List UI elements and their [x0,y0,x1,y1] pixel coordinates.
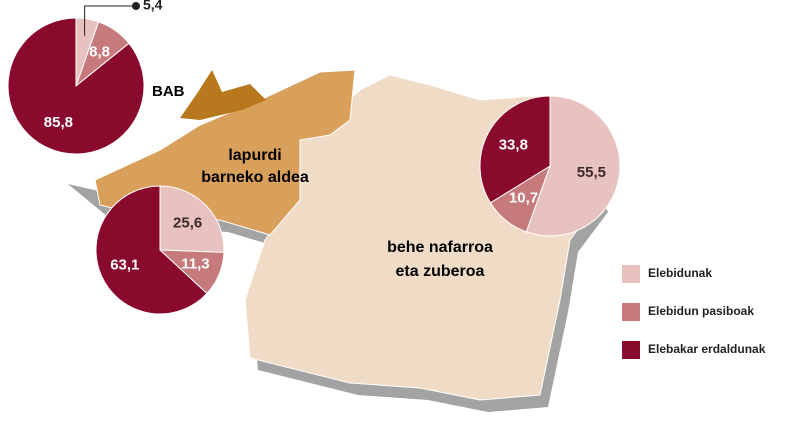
leader-dot [132,2,140,10]
value-label: 85,8 [44,114,73,131]
value-label: 55,5 [577,164,606,181]
value-label: 10,7 [509,190,538,207]
region-label: BAB [152,83,185,100]
pie-slice [159,185,225,253]
legend: Elebidunak Elebidun pasiboak Elebakar erda… [622,265,766,359]
legend-label: Elebidun pasiboak [648,304,754,318]
region-label: eta zuberoa [396,263,485,280]
value-label: 11,3 [181,256,209,273]
value-label: 33,8 [499,137,528,154]
pie-slice [7,17,145,155]
pie-slice [525,95,621,237]
region-label: lapurdi [228,147,281,164]
region-label: barneko aldea [201,169,309,186]
region-bab [180,70,266,120]
pies: 5,4 8,8 85,8 25,6 11,3 63,1 55,5 10,7 33,8 [7,0,621,315]
region-label: behe nafarroa [387,239,493,256]
pie-slice [95,185,208,315]
value-label: 25,6 [173,214,202,231]
pie-slice [479,95,551,204]
value-label: 5,4 [143,0,163,13]
legend-swatch [622,303,640,321]
value-label: 63,1 [110,256,139,273]
value-label: 8,8 [89,44,110,61]
legend-label: Elebakar erdaldunak [648,342,766,356]
leader-line [84,5,136,36]
legend-swatch [622,341,640,359]
legend-label: Elebidunak [648,266,712,280]
legend-swatch [622,265,640,283]
